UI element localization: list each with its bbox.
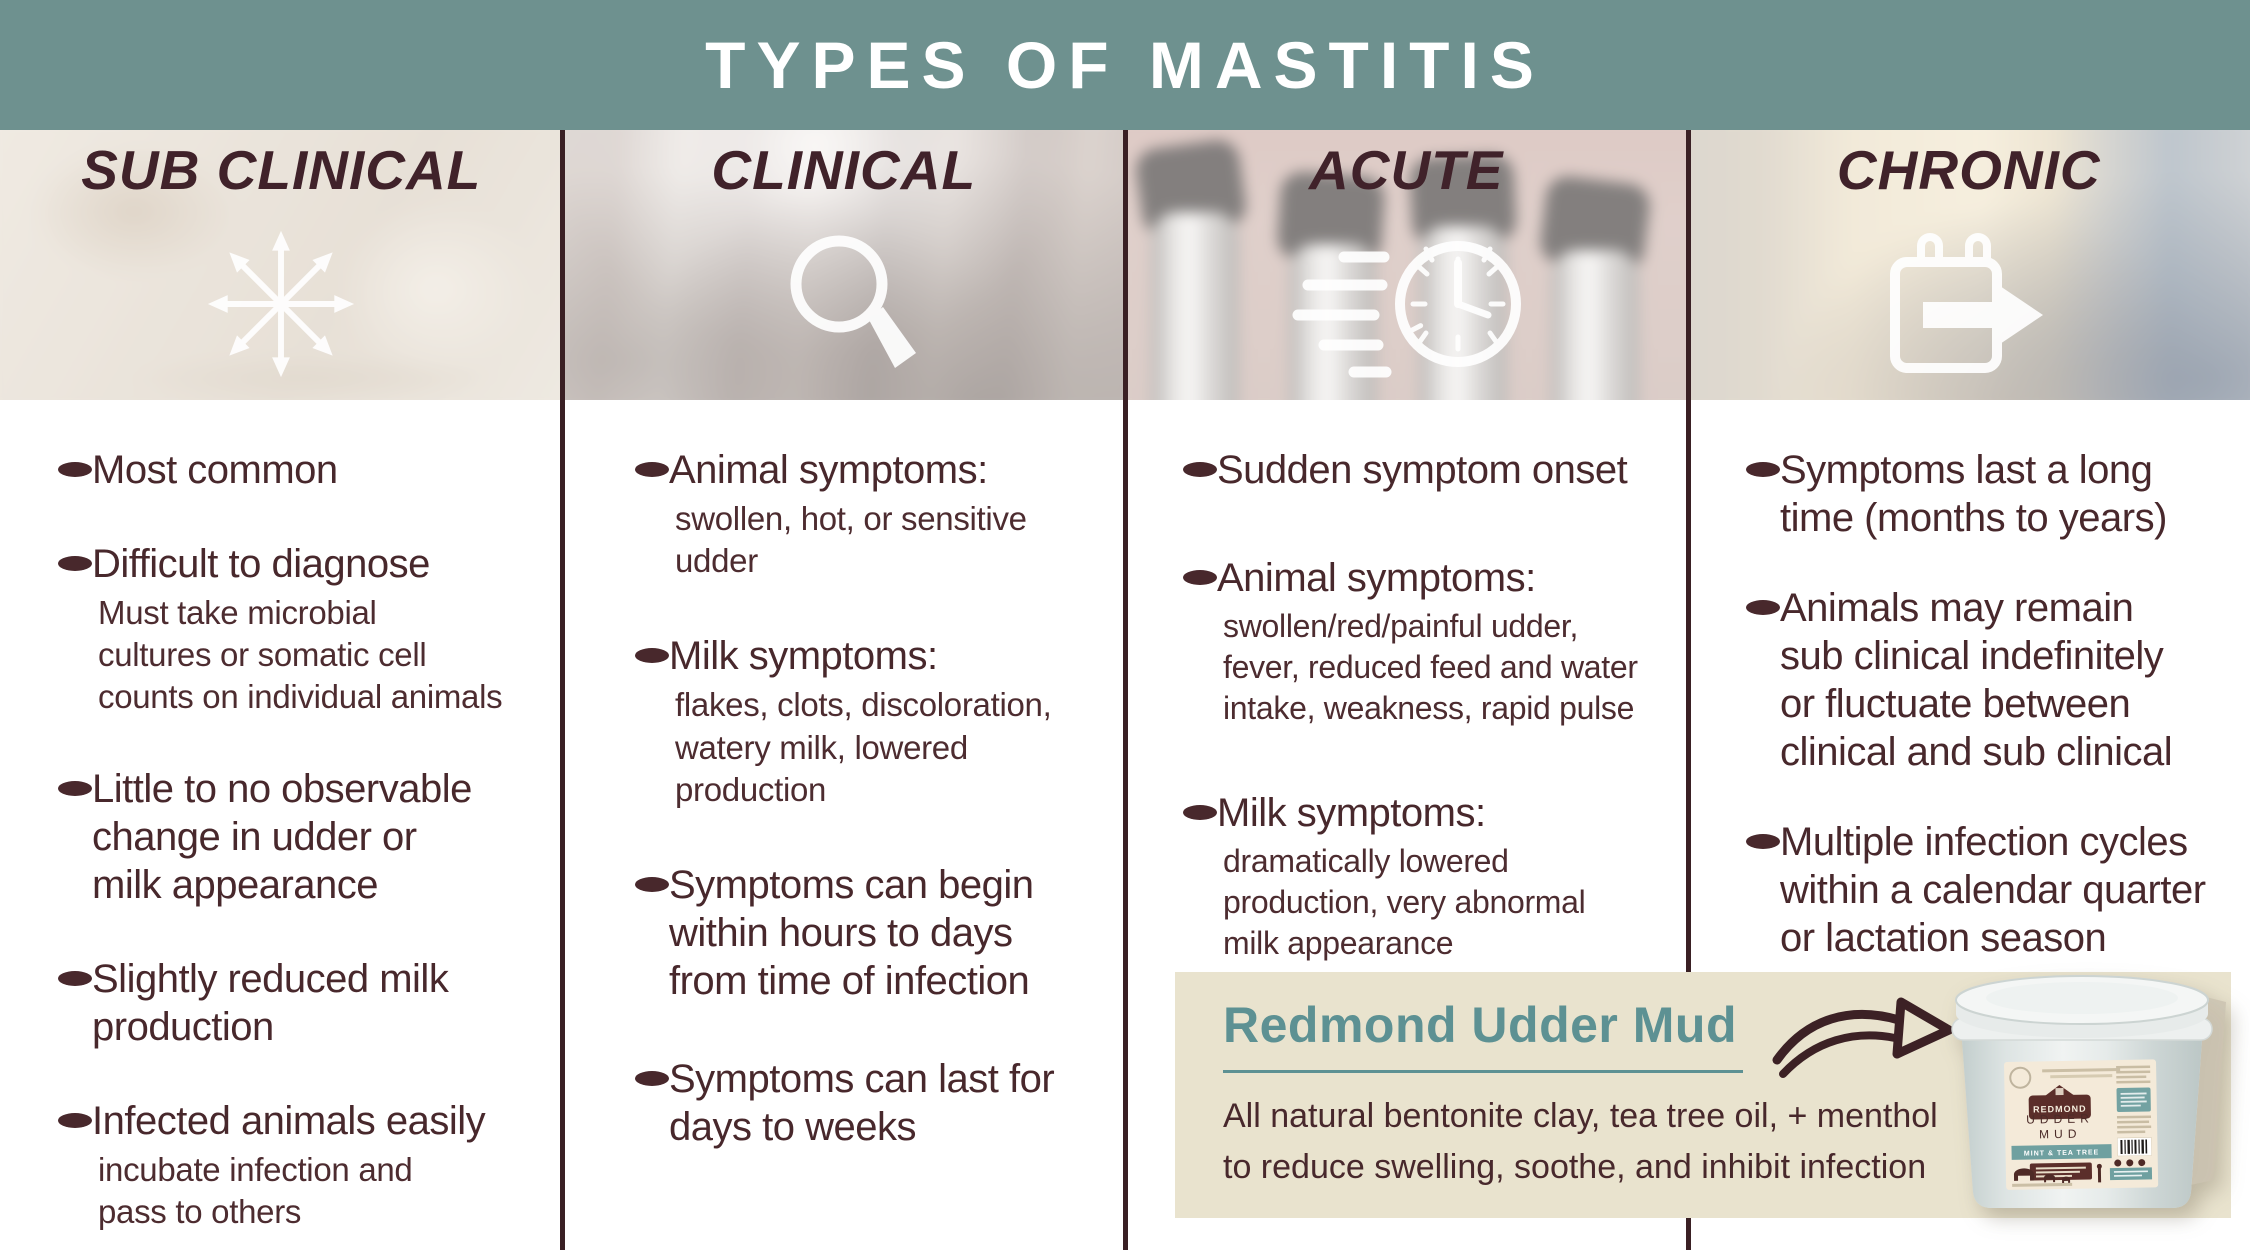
product-name-line1: UDDER [2026, 1111, 2094, 1126]
bullet-text: Sudden symptom onset [1217, 448, 1628, 492]
bullet-dot [1183, 570, 1217, 585]
bullet-dot [635, 462, 669, 477]
bullet-text: Little to no observable change in udder … [92, 766, 472, 907]
list-item: Animal symptoms: swollen/red/painful udd… [1183, 554, 1686, 729]
speeding-clock-icon [1125, 216, 1688, 391]
bullet-subtext: flakes, clots, discoloration, watery mil… [675, 686, 1052, 808]
column-title: CHRONIC [1836, 139, 2101, 201]
list-item: Sudden symptom onset [1183, 446, 1686, 494]
milking-parlor-photo-background [562, 130, 1125, 400]
list-item: Animals may remain sub clinical indefini… [1746, 584, 2250, 776]
bullet-text: Animal symptoms: [1217, 556, 1536, 600]
bullet-text: Most common [92, 448, 338, 492]
bullet-dot [635, 648, 669, 664]
product-name-line2: MUD [2039, 1127, 2082, 1142]
udder-mud-bucket-image: REDMOND UDDER MUD MINT & TEA TREE [1938, 966, 2230, 1225]
bullet-subtext: dramatically lowered production, very ab… [1223, 842, 1586, 961]
column-title: CLINICAL [711, 139, 977, 201]
bullet-text: Animal symptoms: [669, 448, 988, 492]
list-item: Infected animals easily incubate infecti… [58, 1097, 560, 1233]
content-area: Most common Difficult to diagnose Must t… [0, 400, 2250, 1250]
bullet-dot [58, 556, 92, 571]
radiating-arrows-icon [0, 216, 563, 391]
acute-list: Sudden symptom onset Animal symptoms: sw… [1128, 400, 1686, 1250]
photo-band: SUB CLINICAL [0, 130, 2250, 400]
list-item: Little to no observable change in udder … [58, 765, 560, 909]
column-divider [560, 130, 565, 1250]
product-brand: REDMOND [2033, 1104, 2087, 1115]
list-item: Symptoms can last for days to weeks [635, 1055, 1123, 1151]
column-header-sub-clinical: SUB CLINICAL [0, 130, 563, 400]
bullet-dot [1746, 600, 1780, 615]
bullet-dot [1183, 804, 1217, 820]
social-icons [2113, 1158, 2147, 1168]
bullet-dot [635, 1071, 669, 1087]
list-item: Symptoms can begin within hours to days … [635, 861, 1123, 1005]
list-item: Milk symptoms: dramatically lowered prod… [1183, 789, 1686, 964]
bullet-text: Slightly reduced milk production [92, 956, 449, 1049]
bullet-dot [58, 780, 92, 796]
sub-clinical-list: Most common Difficult to diagnose Must t… [0, 400, 560, 1250]
column-header-acute: ACUTE [1125, 130, 1688, 400]
list-item: Multiple infection cycles within a calen… [1746, 818, 2250, 962]
bullet-text: Animals may remain sub clinical indefini… [1780, 586, 2173, 774]
column-title: ACUTE [1309, 139, 1504, 201]
list-item: Symptoms last a long time (months to yea… [1746, 446, 2250, 542]
bullet-subtext: swollen/red/painful udder, fever, reduce… [1223, 608, 1638, 726]
curved-arrow-icon [1772, 997, 1954, 1078]
bullet-text: Symptoms can begin within hours to days … [669, 863, 1034, 1004]
list-item: Milk symptoms: flakes, clots, discolorat… [635, 632, 1123, 811]
bullet-text: Difficult to diagnose [92, 542, 430, 586]
column-title: SUB CLINICAL [81, 139, 482, 201]
bullet-text: Milk symptoms: [1217, 790, 1486, 835]
product-heading: Redmond Udder Mud [1223, 997, 1738, 1053]
calendar-arrow-icon [1688, 216, 2250, 391]
bullet-text: Symptoms last a long time (months to yea… [1780, 448, 2167, 540]
bullet-text: Infected animals easily [92, 1098, 486, 1143]
list-item: Animal symptoms: swollen, hot, or sensit… [635, 446, 1123, 582]
bullet-subtext: swollen, hot, or sensitive udder [675, 500, 1027, 580]
column-header-chronic: CHRONIC [1687, 130, 2250, 400]
clinical-list: Animal symptoms: swollen, hot, or sensit… [565, 400, 1123, 1250]
product-description: All natural bentonite clay, tea tree oil… [1223, 1097, 1938, 1186]
magnifier-icon [563, 216, 1126, 391]
list-item: Most common [58, 446, 560, 494]
bullet-subtext: incubate infection and pass to others [98, 1150, 413, 1230]
column-divider [1123, 130, 1128, 1250]
bullet-text: Milk symptoms: [669, 634, 938, 679]
bullet-text: Symptoms can last for days to weeks [669, 1057, 1055, 1150]
product-variant: MINT & TEA TREE [2024, 1149, 2100, 1157]
bullet-dot [58, 970, 92, 986]
bullet-dot [1183, 462, 1217, 477]
list-item: Slightly reduced milk production [58, 955, 560, 1051]
column-divider [1686, 130, 1691, 1250]
bullet-dot [1746, 462, 1780, 477]
list-item: Difficult to diagnose Must take microbia… [58, 540, 560, 719]
heading-underline [1223, 1070, 1743, 1073]
bullet-dot [1746, 834, 1780, 849]
bullet-text: Multiple infection cycles within a calen… [1780, 820, 2206, 960]
page-title: TYPES OF MASTITIS [705, 28, 1545, 102]
bullet-subtext: Must take microbial cultures or somatic … [98, 594, 503, 716]
page-header: TYPES OF MASTITIS [0, 0, 2250, 130]
column-header-clinical: CLINICAL [562, 130, 1126, 400]
chronic-list: Symptoms last a long time (months to yea… [1691, 400, 2250, 1250]
bullet-dot [58, 462, 92, 477]
milking-machine-photo-background [1125, 130, 1688, 400]
cow-silhouettes [2013, 1163, 2102, 1184]
bullet-dot [635, 877, 669, 893]
bullet-dot [58, 1112, 92, 1128]
